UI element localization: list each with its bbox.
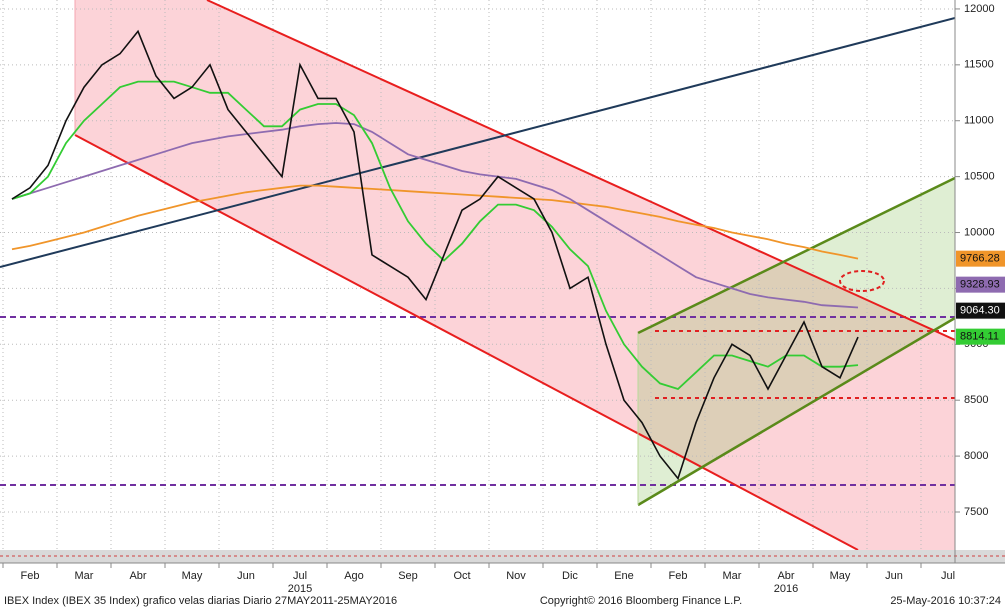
annotations <box>75 0 955 550</box>
x-tick-label: Oct <box>453 570 470 582</box>
x-tick-label: May <box>830 570 851 582</box>
x-tick-label: Sep <box>398 570 418 582</box>
series <box>11 29 859 481</box>
series-line <box>11 184 859 260</box>
green-channel <box>638 178 955 505</box>
last-value-label: 8814.11 <box>960 331 999 343</box>
last-value-box <box>956 250 1005 267</box>
y-tick-label: 8500 <box>964 394 988 406</box>
x-tick-label: Abr <box>777 570 794 582</box>
last-value-label: 9064.30 <box>960 305 1000 317</box>
footer: 25-May-2016 10:37:24 <box>890 595 1001 607</box>
x-tick-label: Ago <box>344 570 364 582</box>
strip <box>0 550 1005 563</box>
channel-line <box>74 134 859 550</box>
x-tick-label: Mar <box>723 570 742 582</box>
x-tick-label: Jun <box>237 570 255 582</box>
trend-line <box>0 17 955 268</box>
axis: 7500800085009000950010000105001100011500… <box>2 3 1005 595</box>
last-value-box <box>956 328 1005 345</box>
x-tick-label: Abr <box>129 570 146 582</box>
y-tick-label: 8000 <box>964 450 988 462</box>
x-tick-label: Feb <box>669 570 688 582</box>
series-line <box>11 29 859 481</box>
channel-line <box>206 0 955 341</box>
x-tick-label: Feb <box>21 570 40 582</box>
year-label: 2016 <box>774 583 798 595</box>
y-tick-label: 7500 <box>964 506 988 518</box>
y-tick-label: 10500 <box>964 171 995 183</box>
x-tick-label: May <box>182 570 203 582</box>
series-line <box>11 122 859 309</box>
y-tick-label: 10000 <box>964 226 995 238</box>
last-value-label: 9328.93 <box>960 279 1000 291</box>
last-value-label: 9766.28 <box>960 253 1000 265</box>
x-tick-label: Jun <box>885 570 903 582</box>
x-tick-label: Ene <box>614 570 634 582</box>
highlight <box>839 270 885 292</box>
channel-line <box>637 316 955 507</box>
trend-lines <box>0 0 955 550</box>
series-line <box>11 80 859 391</box>
x-tick-label: Nov <box>506 570 526 582</box>
pink-channel <box>75 0 955 550</box>
footer: Copyright© 2016 Bloomberg Finance L.P. <box>540 595 742 607</box>
x-tick-label: Jul <box>941 570 955 582</box>
x-tick-label: Mar <box>75 570 94 582</box>
last-value-box <box>956 276 1005 293</box>
year-label: 2015 <box>288 583 312 595</box>
y-tick-label: 11000 <box>964 115 994 127</box>
x-tick-label: Dic <box>562 570 578 582</box>
last-value-box <box>956 302 1005 319</box>
channel-line <box>637 176 955 335</box>
footer: IBEX Index (IBEX 35 Index) grafico velas… <box>4 595 397 607</box>
y-tick-label: 12000 <box>964 3 995 15</box>
x-tick-label: Jul <box>293 570 307 582</box>
y-tick-label: 11500 <box>964 59 994 71</box>
